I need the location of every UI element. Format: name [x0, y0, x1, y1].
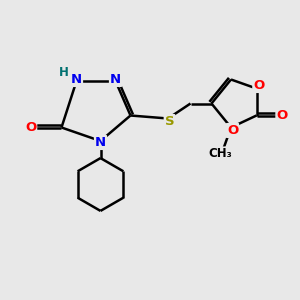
Text: S: S: [165, 115, 174, 128]
Text: O: O: [276, 109, 288, 122]
Text: N: N: [110, 73, 121, 86]
Text: N: N: [95, 136, 106, 149]
Text: O: O: [227, 124, 238, 137]
Text: O: O: [25, 121, 36, 134]
Text: CH₃: CH₃: [208, 147, 232, 161]
Text: O: O: [253, 79, 265, 92]
Text: N: N: [71, 73, 82, 86]
Text: H: H: [59, 66, 69, 79]
